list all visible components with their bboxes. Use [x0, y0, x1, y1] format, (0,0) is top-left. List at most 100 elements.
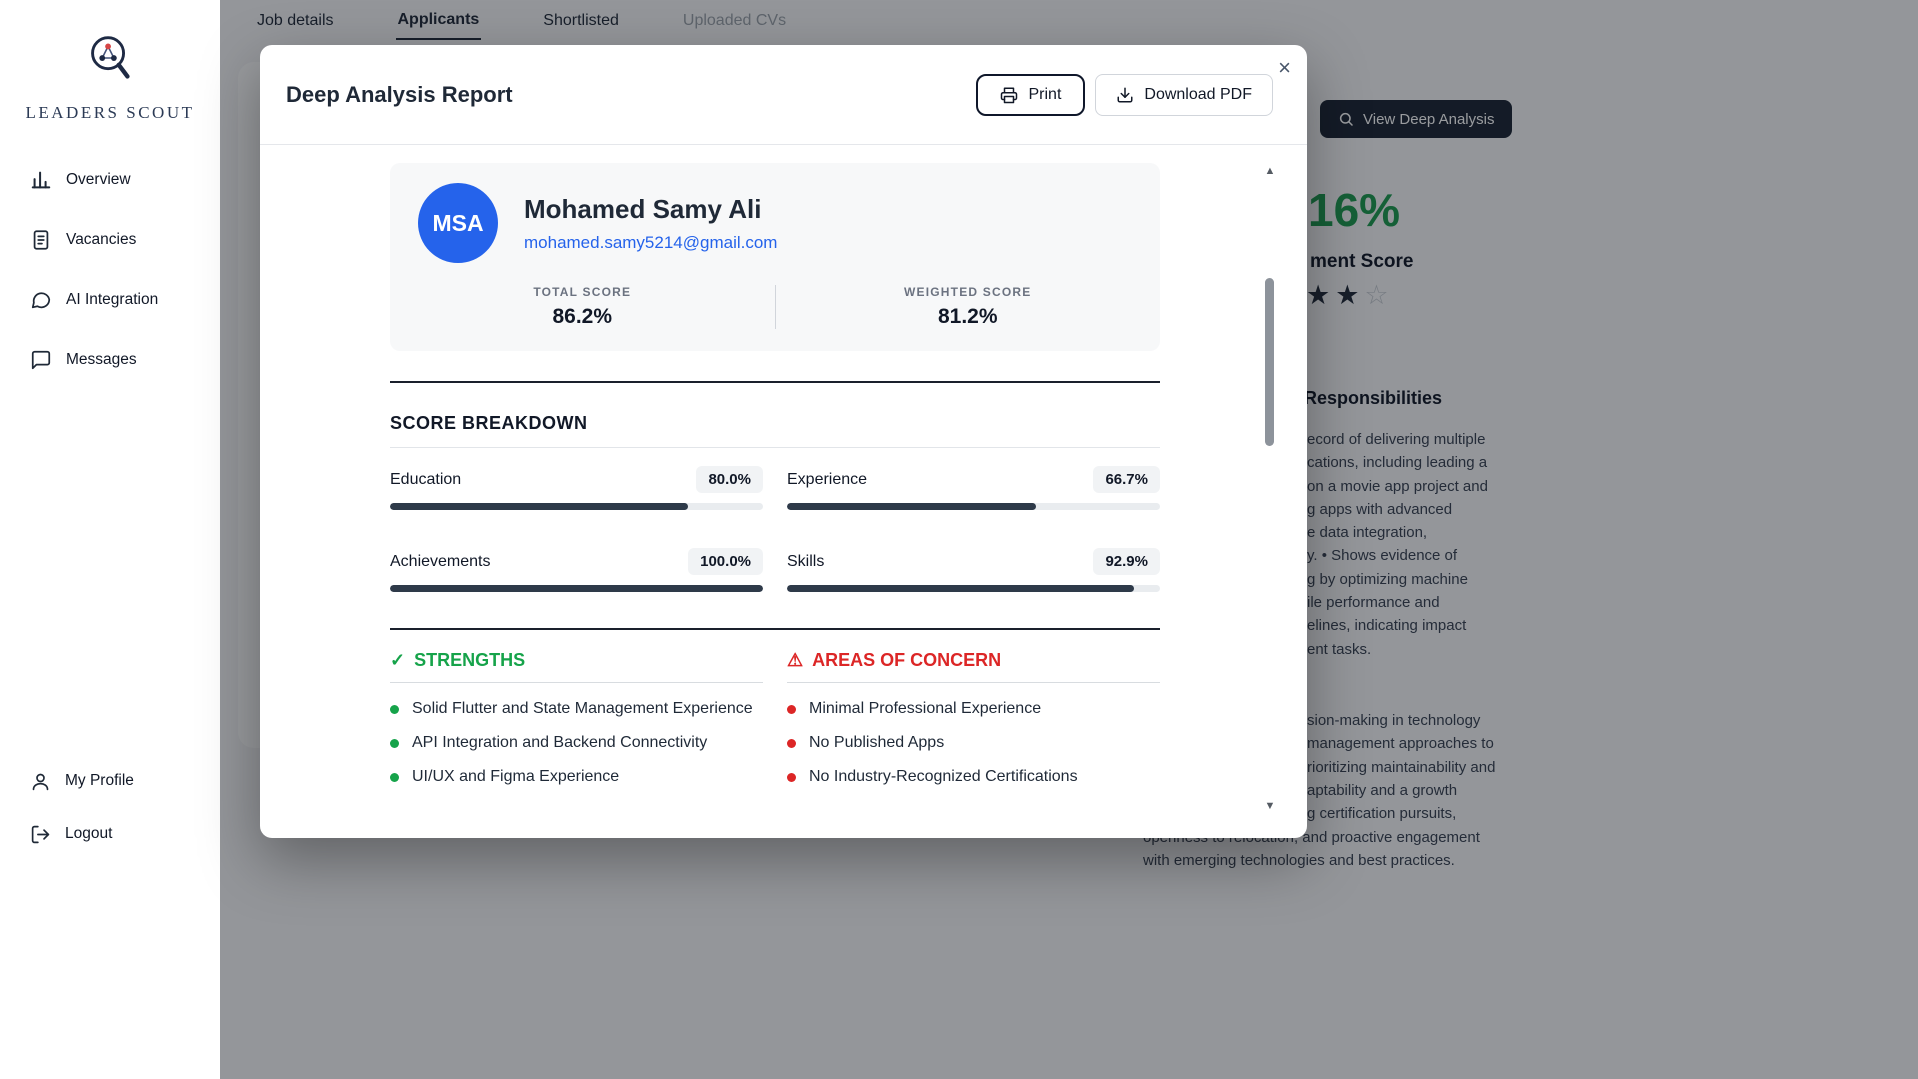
sidebar-item-label: My Profile [65, 772, 134, 789]
divider [390, 381, 1160, 383]
candidate-email-link[interactable]: mohamed.samy5214@gmail.com [524, 232, 778, 252]
weighted-score-label: WEIGHTED SCORE [904, 285, 1032, 299]
warning-icon: ⚠ [787, 650, 804, 670]
metric-education: Education 80.0% [390, 466, 763, 510]
sidebar-nav: Overview Vacancies AI Integration Messag… [0, 150, 220, 390]
candidate-name: Mohamed Samy Ali [524, 193, 762, 224]
star-empty-icon: ☆ [1364, 280, 1394, 310]
progress-track [787, 503, 1160, 510]
brand-name: LEADERS SCOUT [25, 103, 195, 122]
print-button[interactable]: Print [976, 73, 1086, 116]
score-breakdown-title: SCORE BREAKDOWN [390, 413, 588, 433]
background-text-line: ile performance and [1307, 594, 1440, 612]
modal-actions: Print Download PDF [976, 73, 1273, 116]
sidebar-item-label: Logout [65, 825, 113, 842]
sidebar-item-messages[interactable]: Messages [0, 330, 220, 390]
document-icon [33, 230, 49, 250]
sidebar-item-logout[interactable]: Logout [0, 813, 220, 855]
background-text-line: g by optimizing machine [1307, 570, 1468, 588]
growth-text: sion-making in technology management app… [1307, 709, 1495, 825]
progress-fill [390, 503, 689, 510]
strength-text: API Integration and Backend Connectivity [412, 734, 708, 751]
background-text-line: management approaches to [1307, 735, 1494, 753]
concerns-section: ⚠ AREAS OF CONCERN Minimal Professional … [787, 650, 1160, 802]
view-deep-analysis-label: View Deep Analysis [1363, 110, 1495, 128]
total-score: TOTAL SCORE 86.2% [390, 285, 775, 329]
background-text-line: g certification pursuits, [1307, 805, 1457, 823]
bullet-icon [390, 772, 399, 782]
background-text-line: e data integration, [1307, 524, 1428, 542]
download-pdf-label: Download PDF [1144, 85, 1252, 103]
message-square-icon [31, 350, 51, 370]
metric-label: Education [390, 470, 462, 488]
modal-body: MSA Mohamed Samy Ali mohamed.samy5214@gm… [260, 145, 1307, 837]
scroll-up-icon[interactable]: ▲ [1264, 165, 1276, 177]
strengths-section: ✓ STRENGTHS Solid Flutter and State Mana… [390, 650, 763, 802]
download-pdf-button[interactable]: Download PDF [1095, 73, 1273, 116]
scrollbar-thumb[interactable] [1265, 278, 1274, 446]
divider [390, 447, 1160, 448]
progress-fill [787, 585, 1134, 592]
metric-value-badge: 80.0% [696, 466, 763, 493]
bullet-icon [787, 704, 796, 714]
sidebar-item-ai-integration[interactable]: AI Integration [0, 270, 220, 330]
progress-fill [787, 503, 1036, 510]
magnifier-network-logo-icon [91, 36, 130, 79]
sidebar-item-overview[interactable]: Overview [0, 150, 220, 210]
metric-label: Achievements [390, 552, 491, 570]
metric-achievements: Achievements 100.0% [390, 548, 763, 592]
concern-text: No Published Apps [809, 734, 945, 751]
chat-bubble-icon [31, 292, 51, 309]
metric-value-badge: 100.0% [688, 548, 763, 575]
list-item: Minimal Professional Experience [787, 700, 1160, 718]
modal-scrollbar[interactable]: ▲ ▼ [1263, 165, 1277, 812]
background-text-line: with emerging technologies and best prac… [1143, 852, 1455, 870]
findings-grid: ✓ STRENGTHS Solid Flutter and State Mana… [390, 650, 1160, 802]
bullet-icon [787, 772, 796, 782]
background-text-line: aptability and a growth [1307, 781, 1458, 799]
list-item: No Industry-Recognized Certifications [787, 768, 1160, 786]
check-icon: ✓ [390, 650, 406, 670]
bullet-icon [390, 704, 399, 714]
strengths-title: STRENGTHS [414, 650, 526, 670]
tab-shortlisted[interactable]: Shortlisted [543, 12, 619, 29]
search-icon [1339, 112, 1353, 126]
sidebar-item-label: Vacancies [66, 231, 137, 248]
background-text-line: ent tasks. [1307, 640, 1372, 658]
progress-fill [390, 585, 763, 592]
progress-track [787, 585, 1160, 592]
download-icon [1117, 87, 1133, 102]
list-item: API Integration and Backend Connectivity [390, 734, 763, 752]
background-text-line: y. • Shows evidence of [1307, 547, 1458, 565]
total-score-label: TOTAL SCORE [533, 285, 632, 299]
tab-job-details[interactable]: Job details [257, 12, 334, 29]
alignment-score-label: ment Score [1310, 251, 1414, 272]
background-text-line: on a movie app project and [1307, 477, 1488, 495]
tab-bar: Job details Applicants Shortlisted Uploa… [220, 0, 788, 42]
deep-analysis-modal: Deep Analysis Report Print Download PDF … [260, 45, 1307, 838]
score-summary-row: TOTAL SCORE 86.2% WEIGHTED SCORE 81.2% [390, 285, 1160, 329]
list-item: Solid Flutter and State Management Exper… [390, 700, 763, 718]
bullet-icon [787, 738, 796, 748]
tab-applicants[interactable]: Applicants [395, 2, 482, 40]
scroll-down-icon[interactable]: ▼ [1264, 800, 1276, 812]
avatar: MSA [418, 183, 498, 263]
sidebar-item-my-profile[interactable]: My Profile [0, 760, 220, 802]
modal-title: Deep Analysis Report [286, 81, 513, 107]
concerns-title: AREAS OF CONCERN [812, 650, 1002, 670]
weighted-score-value: 81.2% [937, 305, 998, 328]
print-label: Print [1028, 85, 1062, 103]
strengths-list: Solid Flutter and State Management Exper… [390, 700, 763, 786]
sidebar-item-vacancies[interactable]: Vacancies [0, 210, 220, 270]
metric-skills: Skills 92.9% [787, 548, 1160, 592]
list-item: No Published Apps [787, 734, 1160, 752]
total-score-value: 86.2% [552, 305, 613, 328]
view-deep-analysis-button[interactable]: View Deep Analysis [1320, 100, 1513, 138]
background-text-line: cations, including leading a [1307, 454, 1488, 472]
background-text-line: ecord of delivering multiple [1307, 431, 1486, 448]
bar-chart-icon [31, 171, 51, 189]
modal-header: Deep Analysis Report Print Download PDF … [260, 45, 1307, 145]
close-icon[interactable]: × [1278, 55, 1291, 80]
tab-uploaded-cvs[interactable]: Uploaded CVs [682, 12, 787, 29]
